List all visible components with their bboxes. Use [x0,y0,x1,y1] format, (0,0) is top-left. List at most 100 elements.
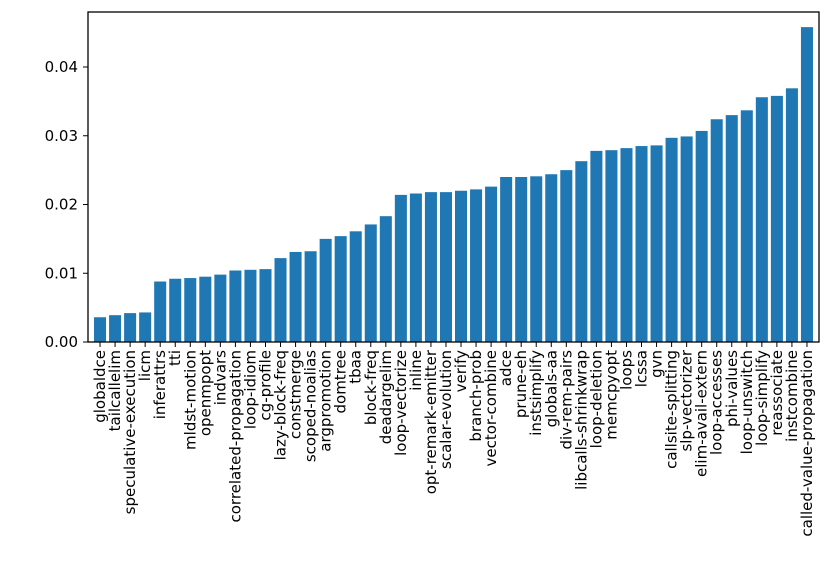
bar [424,192,437,343]
x-tick-label: memcpyopt [602,350,620,440]
x-tick-label: verify [452,350,470,392]
x-tick-label: cg-profile [256,350,274,421]
y-tick-label: 0.03 [45,127,78,145]
bar [94,317,107,342]
bar [755,97,768,342]
x-tick-label: tbaa [347,350,365,384]
bar [485,186,498,342]
bar [635,146,648,342]
bar [169,278,182,342]
bar [304,251,317,342]
bar [560,170,573,343]
bar [379,216,392,342]
x-tick-label: loop-accesses [708,350,726,455]
bar [274,258,287,343]
x-tick-label: branch-prob [467,350,485,442]
x-tick-label: lazy-block-freq [272,350,290,460]
bar [184,278,197,342]
bar [680,136,693,342]
x-tick-label: correlated-propagation [226,350,244,523]
bar [124,313,137,343]
x-tick-label: reassociate [768,350,786,436]
bar [455,190,468,342]
x-tick-label: loop-vectorize [392,350,410,456]
x-tick-label: loop-deletion [587,350,605,448]
x-tick-label: licm [136,350,154,381]
x-axis: globaldcetailcallelimspeculative-executi… [91,342,816,537]
x-tick-label: vector-combine [482,350,500,467]
bar [575,161,588,342]
x-tick-label: globals-aa [542,350,560,427]
bar [259,269,272,343]
x-tick-label: loops [617,350,635,390]
x-tick-label: instcombine [783,350,801,442]
bar [710,119,723,342]
bar [500,177,513,342]
x-tick-label: elim-avail-extern [693,350,711,477]
y-tick-label: 0.02 [45,196,78,214]
bar [590,150,603,342]
bar [289,251,302,342]
bar [244,269,257,342]
bar [229,270,242,342]
x-tick-label: constmerge [287,350,305,439]
x-tick-label: deadargelim [377,350,395,444]
x-tick-label: prune-eh [512,350,530,418]
bar [545,174,558,342]
x-tick-label: opt-remark-emitter [422,349,440,494]
x-tick-label: indvars [211,350,229,405]
x-tick-label: tailcallelim [106,350,124,431]
bar [530,176,543,342]
plot-frame [87,11,820,343]
bar [650,145,663,343]
x-tick-label: speculative-execution [121,350,139,514]
x-tick-label: instsimplify [527,350,545,436]
x-tick-label: globaldce [91,350,109,423]
bar [439,192,452,343]
x-tick-label: callsite-splitting [663,350,681,469]
bars-layer [94,27,813,343]
y-axis: 0.00 0.01 0.02 0.03 0.04 [45,58,88,351]
x-tick-label: div-rem-pairs [557,350,575,450]
y-tick-label: 0.00 [45,333,78,351]
x-tick-label: loop-simplify [753,350,771,446]
x-tick-label: domtree [332,350,350,414]
bar [394,194,407,343]
bar [214,274,227,343]
bar [740,110,753,342]
x-tick-label: phi-values [723,350,741,427]
x-tick-label: scoped-noalias [302,350,320,462]
bar [800,27,813,343]
bar [349,231,362,342]
bar [695,130,708,342]
bar [154,281,167,342]
x-tick-label: adce [497,350,515,386]
bar [319,238,332,343]
x-tick-label: openmpopt [196,350,214,436]
bar [665,137,678,342]
x-tick-label: mldst-motion [181,350,199,450]
x-tick-label: inline [407,350,425,391]
bar [364,224,377,342]
x-tick-label: block-freq [362,350,380,425]
bar [515,177,528,342]
bar [785,88,798,342]
bar [139,312,152,342]
bar [109,315,122,342]
x-tick-label: gvn [648,350,666,378]
x-tick-label: loop-unswitch [738,350,756,454]
bar [199,276,212,342]
x-tick-label: loop-idiom [241,350,259,429]
bar [470,189,483,343]
bar [620,148,633,343]
bar [409,193,422,342]
x-tick-label: called-value-propagation [798,350,816,537]
bar [770,95,783,342]
x-tick-label: inferattrs [151,350,169,419]
x-tick-label: lcssa [633,350,651,387]
x-tick-label: tti [166,350,184,366]
bar [334,236,347,343]
y-tick-label: 0.01 [45,264,78,282]
